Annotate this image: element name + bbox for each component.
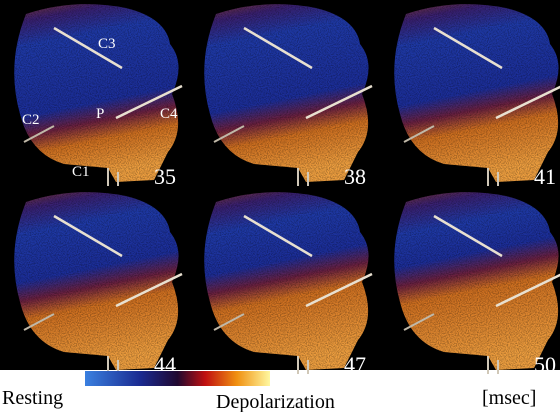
time-label: 38	[344, 164, 366, 189]
colorbar-low-label: Resting	[2, 387, 63, 409]
time-label: 35	[154, 164, 176, 189]
electrode-label: P	[96, 106, 104, 122]
time-label: 41	[534, 164, 556, 189]
colorbar	[85, 371, 270, 386]
time-label: 47	[344, 352, 366, 377]
electrode-label: C1	[72, 164, 90, 180]
colorbar-unit-label: [msec]	[482, 387, 536, 409]
colorbar-high-label: Depolarization	[216, 391, 335, 412]
electrode-label: C3	[98, 36, 116, 52]
figure: 35C3C2PC4C13841444750 Resting Depolariza…	[0, 0, 560, 412]
electrode-label: C2	[22, 112, 40, 128]
electrode-label: C4	[160, 106, 178, 122]
time-label: 50	[534, 352, 556, 377]
